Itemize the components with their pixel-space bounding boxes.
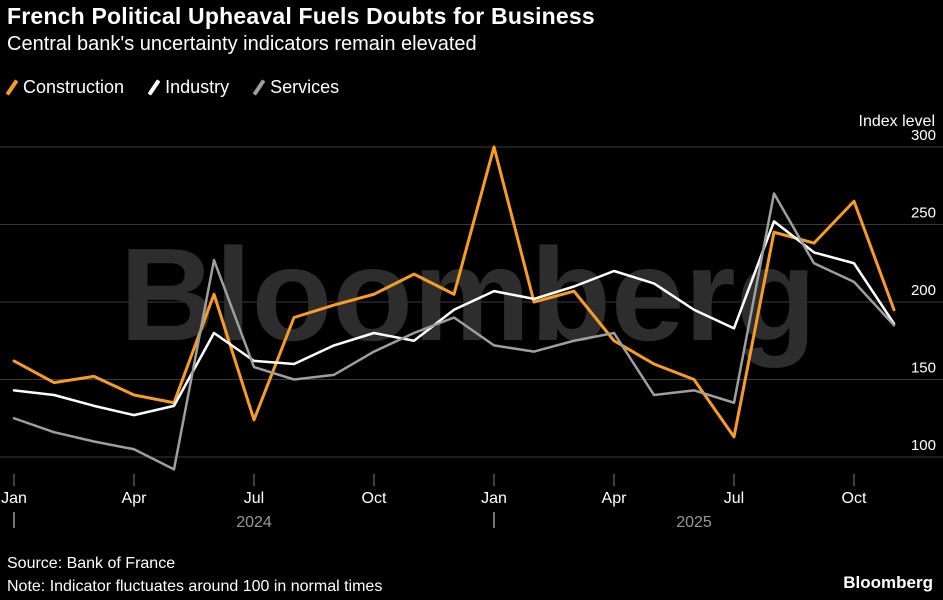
series-line-services <box>12 192 896 471</box>
year-label: 2025 <box>676 514 712 531</box>
legend: Construction Industry Services <box>5 77 340 98</box>
source-text: Source: Bank of France <box>7 555 176 572</box>
legend-label-services: Services <box>270 77 340 97</box>
chart-title: French Political Upheaval Fuels Doubts f… <box>7 3 595 29</box>
x-tick-label: Jul <box>724 490 744 507</box>
legend-label-industry: Industry <box>165 77 230 97</box>
x-tick-label: Apr <box>602 490 628 507</box>
year-label: 2024 <box>236 514 272 531</box>
construction-line-swatch-icon <box>5 79 19 96</box>
legend-item-construction: Construction <box>5 77 125 98</box>
y-tick-label: 100 <box>911 437 936 454</box>
y-tick-label: 300 <box>911 127 936 144</box>
note-text: Note: Indicator fluctuates around 100 in… <box>7 578 383 595</box>
y-tick-label: 200 <box>911 282 936 299</box>
x-tick-label: Jul <box>244 490 264 507</box>
series-line-construction <box>12 145 896 439</box>
chart-subtitle: Central bank's uncertainty indicators re… <box>7 33 477 55</box>
y-tick-label: 250 <box>911 205 936 222</box>
x-tick-label: Oct <box>362 490 387 507</box>
x-tick-label: Jan <box>1 490 27 507</box>
legend-item-services: Services <box>252 77 340 98</box>
y-axis-title: Index level <box>858 113 936 130</box>
x-tick-label: Apr <box>122 490 148 507</box>
legend-item-industry: Industry <box>147 77 230 98</box>
services-line-swatch-icon <box>252 79 266 96</box>
series-line-industry <box>12 220 896 417</box>
x-tick-label: Jan <box>481 490 507 507</box>
industry-line-swatch-icon <box>147 79 161 96</box>
legend-label-construction: Construction <box>23 77 125 97</box>
x-tick-label: Oct <box>842 490 867 507</box>
bloomberg-logo: Bloomberg <box>843 573 933 592</box>
y-tick-label: 150 <box>911 360 936 377</box>
